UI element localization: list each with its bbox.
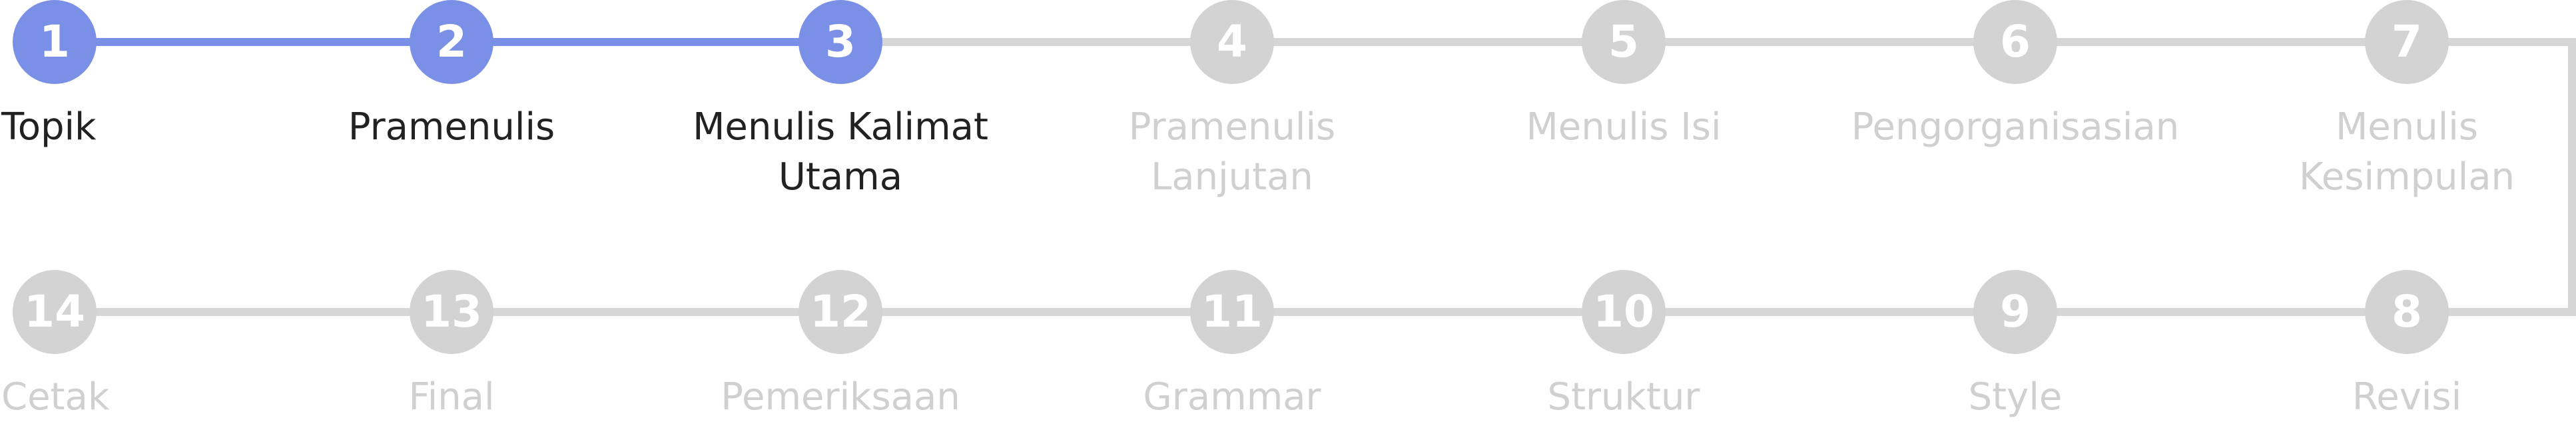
step-label-12[interactable]: Pemeriksaan bbox=[721, 375, 960, 419]
step-number-2[interactable]: 2 bbox=[410, 0, 493, 84]
step-number-14[interactable]: 14 bbox=[13, 270, 97, 354]
step-label-7[interactable]: Menulis Kesimpulan bbox=[2298, 105, 2515, 199]
connector-6-7 bbox=[2015, 38, 2407, 46]
step-label-6[interactable]: Pengorganisasian bbox=[1851, 105, 2180, 149]
step-label-9[interactable]: Style bbox=[1968, 375, 2063, 419]
step-number-8[interactable]: 8 bbox=[2365, 270, 2449, 354]
connector-13-14 bbox=[55, 308, 452, 316]
step-number-9[interactable]: 9 bbox=[1973, 270, 2057, 354]
connector-5-6 bbox=[1624, 38, 2015, 46]
step-label-3[interactable]: Menulis Kalimat Utama bbox=[693, 105, 988, 199]
step-number-7[interactable]: 7 bbox=[2365, 0, 2449, 84]
step-label-8[interactable]: Revisi bbox=[2352, 375, 2462, 419]
step-label-13[interactable]: Final bbox=[408, 375, 495, 419]
step-number-4[interactable]: 4 bbox=[1190, 0, 1274, 84]
step-number-5[interactable]: 5 bbox=[1582, 0, 1666, 84]
connector-8-9 bbox=[2015, 308, 2407, 316]
connector-12-13 bbox=[452, 308, 840, 316]
step-number-6[interactable]: 6 bbox=[1973, 0, 2057, 84]
step-label-11[interactable]: Grammar bbox=[1143, 375, 1321, 419]
step-number-3[interactable]: 3 bbox=[799, 0, 882, 84]
connector-wrap-vertical bbox=[2568, 38, 2576, 316]
connector-9-10 bbox=[1624, 308, 2015, 316]
connector-10-11 bbox=[1232, 308, 1624, 316]
step-number-12[interactable]: 12 bbox=[799, 270, 882, 354]
step-label-14[interactable]: Cetak bbox=[1, 375, 110, 419]
step-label-2[interactable]: Pramenulis bbox=[348, 105, 555, 149]
connector-1-2 bbox=[55, 38, 452, 46]
step-number-10[interactable]: 10 bbox=[1582, 270, 1666, 354]
connector-8-wrap-bottom bbox=[2407, 308, 2576, 316]
step-number-13[interactable]: 13 bbox=[410, 270, 493, 354]
connector-7-wrap-top bbox=[2407, 38, 2576, 46]
connector-4-5 bbox=[1232, 38, 1624, 46]
step-number-1[interactable]: 1 bbox=[13, 0, 97, 84]
step-label-4[interactable]: Pramenulis Lanjutan bbox=[1128, 105, 1336, 199]
connector-2-3 bbox=[452, 38, 840, 46]
step-number-11[interactable]: 11 bbox=[1190, 270, 1274, 354]
step-label-10[interactable]: Struktur bbox=[1547, 375, 1700, 419]
connector-3-4 bbox=[840, 38, 1232, 46]
connector-11-12 bbox=[840, 308, 1232, 316]
step-label-5[interactable]: Menulis Isi bbox=[1526, 105, 1722, 149]
step-label-1[interactable]: Topik bbox=[1, 105, 97, 149]
